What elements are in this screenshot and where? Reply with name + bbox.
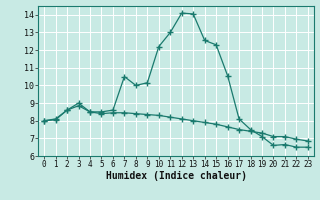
X-axis label: Humidex (Indice chaleur): Humidex (Indice chaleur) [106,171,246,181]
